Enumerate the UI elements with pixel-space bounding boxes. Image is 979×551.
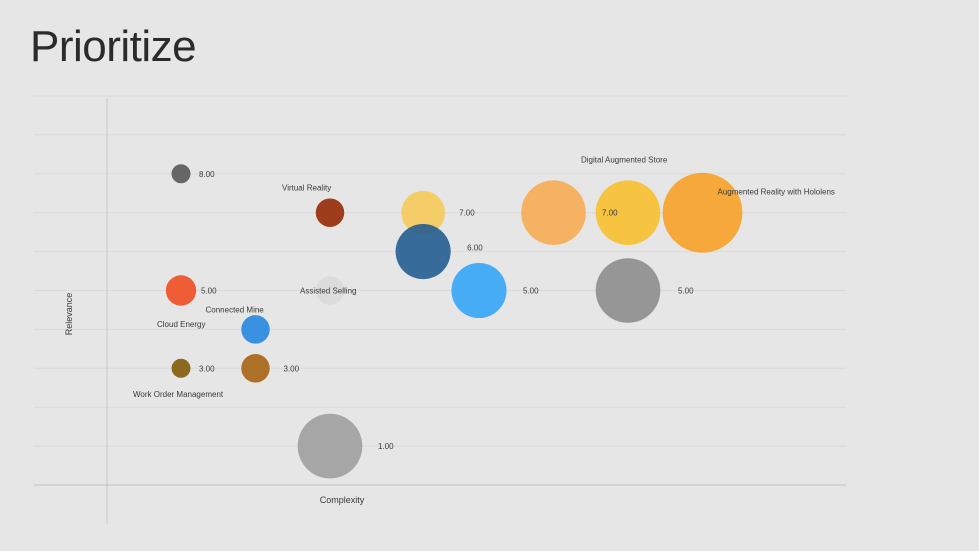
bubble	[171, 358, 191, 378]
page-title: Prioritize	[30, 22, 197, 71]
bubble-value-label: 3.00	[284, 364, 300, 373]
bubble-value-label: 5.00	[523, 287, 539, 296]
bubble-value-label: 7.00	[459, 209, 475, 218]
bubble-value-label: 5.00	[201, 287, 217, 296]
bubble	[451, 262, 507, 319]
bubble	[241, 354, 270, 383]
bubble	[395, 224, 451, 280]
bubble	[165, 275, 197, 306]
bubble-category-label: Connected Mine	[206, 305, 265, 314]
bubble-value-label: 8.00	[199, 170, 215, 179]
bubble-value-label: 3.00	[199, 364, 215, 373]
bubble-labels: 8.00 Virtual Reality 7.00 6.00 5.00 Assisted …	[199, 156, 835, 451]
bubble-value-label: 6.00	[467, 244, 483, 253]
bubble-category-label: Augmented Reality with Hololens	[718, 188, 835, 197]
bubble-value-label: 1.00	[378, 442, 394, 451]
bubble	[241, 315, 270, 344]
bubble-category-label: Digital Augmented Store	[581, 156, 668, 165]
bubble	[297, 413, 363, 479]
label-cloud-energy: Cloud Energy	[157, 320, 205, 329]
bubble	[171, 164, 191, 184]
bubble	[315, 198, 345, 227]
bubble-category-label: Assisted Selling	[300, 287, 356, 296]
bubble-value-label: 7.00	[602, 209, 618, 218]
x-axis-label: Complexity	[320, 495, 365, 505]
bubble	[595, 258, 661, 323]
bubble-series	[165, 164, 743, 479]
y-axis-label: Relevance	[64, 293, 74, 336]
bubble	[595, 180, 661, 245]
bubble	[662, 172, 743, 253]
bubble	[315, 276, 345, 305]
bubble-category-label: Virtual Reality	[282, 184, 331, 193]
bubble	[401, 190, 445, 235]
label-work-order-management: Work Order Management	[133, 390, 224, 399]
bubble-value-label: 5.00	[678, 287, 694, 296]
bubble	[521, 180, 586, 245]
